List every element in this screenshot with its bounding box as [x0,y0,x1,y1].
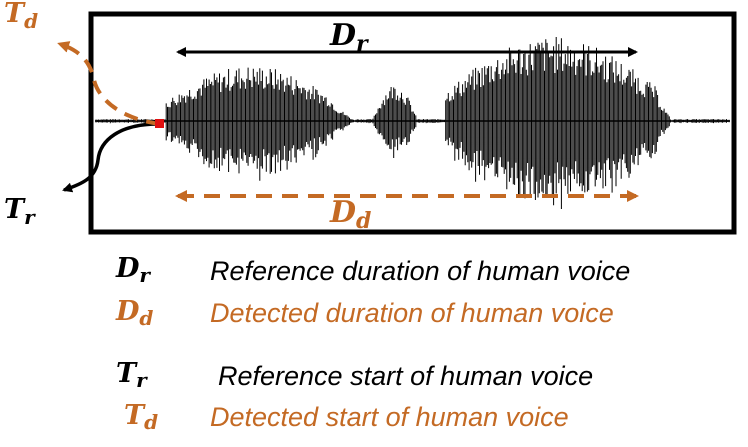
start-marker [155,119,164,128]
detected-start-arrow [57,41,161,126]
legend-symbol: Dd [116,296,154,330]
audio-waveform [95,37,730,209]
legend-symbol: Td [124,400,159,434]
legend-symbol: Tr [116,358,147,392]
waveform-frame [88,11,737,235]
tr-label: Tr [4,194,36,229]
waveform-trace [95,37,730,209]
dd-label: Dd [329,195,371,234]
legend-text: Detected duration of human voice [210,298,614,328]
reference-start-arrow [62,122,159,193]
dr-label: Dr [329,18,369,57]
legend-text: Detected start of human voice [210,402,569,432]
legend-text: Reference duration of human voice [210,256,631,286]
legend-text: Reference start of human voice [218,361,594,391]
legend-symbol: Dr [116,253,150,287]
td-label: Td [4,0,38,33]
